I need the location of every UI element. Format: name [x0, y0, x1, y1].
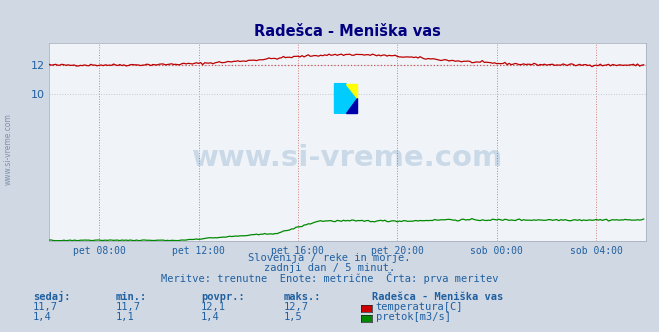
- Text: www.si-vreme.com: www.si-vreme.com: [192, 144, 503, 172]
- Text: www.si-vreme.com: www.si-vreme.com: [3, 114, 13, 185]
- Text: pretok[m3/s]: pretok[m3/s]: [376, 312, 451, 322]
- Text: min.:: min.:: [115, 292, 146, 302]
- Text: 11,7: 11,7: [33, 302, 58, 312]
- Text: 12,1: 12,1: [201, 302, 226, 312]
- Text: 12,7: 12,7: [283, 302, 308, 312]
- Text: Meritve: trenutne  Enote: metrične  Črta: prva meritev: Meritve: trenutne Enote: metrične Črta: …: [161, 272, 498, 284]
- Text: povpr.:: povpr.:: [201, 292, 244, 302]
- Polygon shape: [346, 99, 357, 113]
- Text: sedaj:: sedaj:: [33, 291, 71, 302]
- Text: 1,5: 1,5: [283, 312, 302, 322]
- Text: Slovenija / reke in morje.: Slovenija / reke in morje.: [248, 253, 411, 263]
- Text: maks.:: maks.:: [283, 292, 321, 302]
- Text: 1,1: 1,1: [115, 312, 134, 322]
- Polygon shape: [346, 84, 357, 99]
- Text: temperatura[C]: temperatura[C]: [376, 302, 463, 312]
- Text: zadnji dan / 5 minut.: zadnji dan / 5 minut.: [264, 263, 395, 273]
- Text: Radešca - Meniška vas: Radešca - Meniška vas: [372, 292, 503, 302]
- Text: 1,4: 1,4: [201, 312, 219, 322]
- Polygon shape: [335, 84, 357, 113]
- Text: 11,7: 11,7: [115, 302, 140, 312]
- Text: 1,4: 1,4: [33, 312, 51, 322]
- Title: Radešca - Meniška vas: Radešca - Meniška vas: [254, 24, 441, 39]
